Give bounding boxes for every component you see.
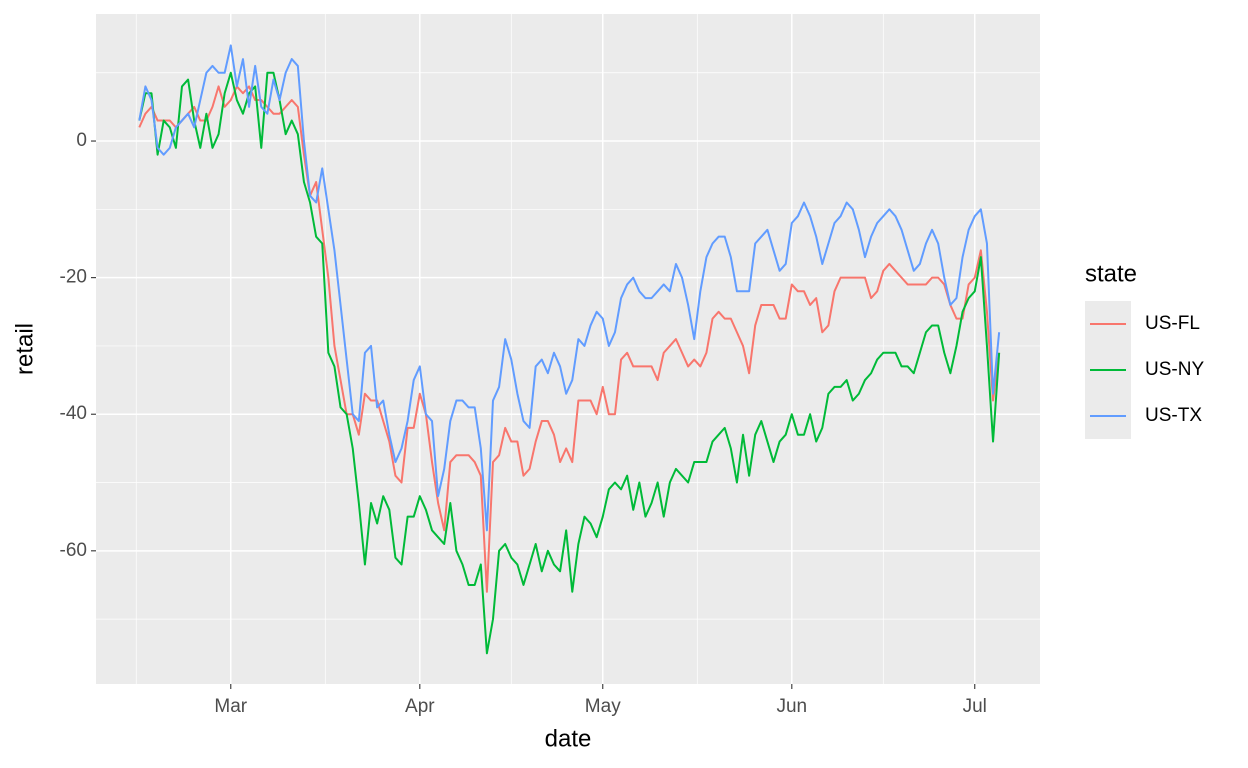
plot-panel [96, 14, 1040, 684]
series-line [138, 85, 1001, 593]
legend-label: US-FL [1145, 313, 1200, 334]
y-axis-title: retail [11, 323, 38, 375]
x-tick-label: Jun [776, 696, 807, 717]
y-tick-label: -40 [60, 403, 87, 424]
legend: state US-FL US-NY US-TX [1085, 260, 1204, 439]
y-tick-label: -60 [60, 540, 87, 561]
legend-title: state [1085, 260, 1137, 287]
x-tick-label: Jul [963, 696, 987, 717]
series-line [138, 71, 1001, 655]
lines [138, 44, 1001, 655]
x-tick-label: Apr [405, 696, 435, 717]
legend-label: US-TX [1145, 405, 1202, 426]
grid [96, 14, 1040, 684]
series-line [138, 44, 1001, 532]
x-axis-title: date [545, 725, 592, 752]
x-tick-label: May [585, 696, 621, 717]
legend-label: US-NY [1145, 359, 1204, 380]
y-tick-label: -20 [60, 267, 87, 288]
x-tick-label: Mar [214, 696, 247, 717]
y-tick-label: 0 [76, 130, 87, 151]
